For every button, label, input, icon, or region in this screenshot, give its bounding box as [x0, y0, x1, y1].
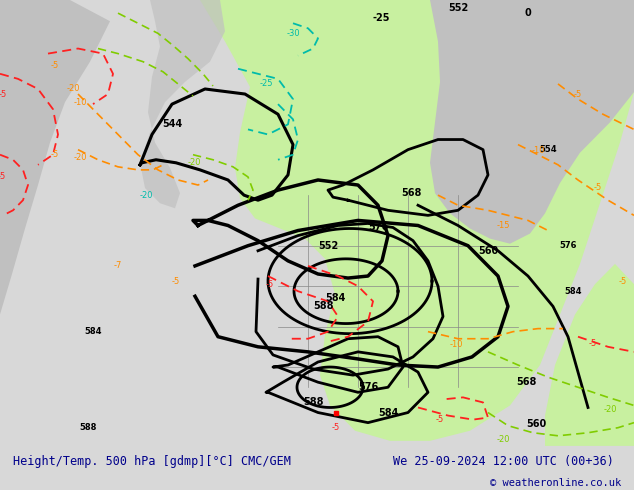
Text: -5: -5: [589, 339, 597, 348]
Text: -20: -20: [603, 405, 617, 414]
Text: -10: -10: [531, 146, 545, 155]
Polygon shape: [140, 0, 225, 208]
Text: 560: 560: [478, 246, 498, 256]
Text: -5: -5: [0, 90, 7, 98]
Polygon shape: [545, 264, 634, 446]
Text: 576: 576: [559, 241, 577, 250]
Text: -5: -5: [574, 90, 582, 98]
Polygon shape: [430, 0, 634, 244]
Text: -5: -5: [266, 280, 274, 289]
Text: -7: -7: [114, 262, 122, 270]
Text: © weatheronline.co.uk: © weatheronline.co.uk: [490, 478, 621, 489]
Text: 584: 584: [325, 294, 345, 303]
Text: -20: -20: [74, 153, 87, 162]
Polygon shape: [190, 0, 634, 441]
Text: -5: -5: [619, 276, 627, 286]
Text: -5: -5: [172, 276, 180, 286]
Text: -25: -25: [372, 13, 390, 23]
Text: We 25-09-2024 12:00 UTC (00+36): We 25-09-2024 12:00 UTC (00+36): [393, 455, 614, 468]
Text: -20: -20: [66, 84, 80, 94]
Text: -5: -5: [0, 172, 6, 181]
Text: 0: 0: [524, 8, 531, 18]
Text: 554: 554: [539, 145, 557, 154]
Text: -15: -15: [496, 221, 510, 230]
Text: 568: 568: [401, 188, 421, 198]
Text: -5: -5: [332, 423, 340, 432]
Text: -20: -20: [139, 191, 153, 199]
Text: -5: -5: [594, 183, 602, 192]
Text: -10: -10: [74, 98, 87, 107]
Text: -5: -5: [436, 415, 444, 424]
Text: -30: -30: [286, 29, 300, 38]
Text: -5: -5: [51, 61, 59, 70]
Text: 576: 576: [358, 382, 378, 392]
Text: -10: -10: [450, 340, 463, 349]
Text: 588: 588: [303, 397, 323, 407]
Text: Height/Temp. 500 hPa [gdmp][°C] CMC/GEM: Height/Temp. 500 hPa [gdmp][°C] CMC/GEM: [13, 455, 290, 468]
Polygon shape: [0, 0, 110, 315]
Text: 552: 552: [318, 241, 338, 251]
Text: 588: 588: [313, 301, 333, 311]
Text: 584: 584: [84, 327, 101, 336]
Text: 552: 552: [448, 3, 468, 13]
Text: -5: -5: [51, 150, 59, 159]
Text: 584: 584: [378, 408, 398, 417]
Text: 584: 584: [564, 287, 582, 295]
Text: -20: -20: [187, 158, 201, 167]
Text: 560: 560: [526, 418, 546, 429]
Text: -25: -25: [259, 79, 273, 88]
Text: 568: 568: [516, 377, 536, 387]
Text: 576: 576: [368, 222, 388, 232]
Text: -20: -20: [496, 435, 510, 444]
Text: 588: 588: [79, 423, 97, 432]
Text: 544: 544: [162, 120, 182, 129]
